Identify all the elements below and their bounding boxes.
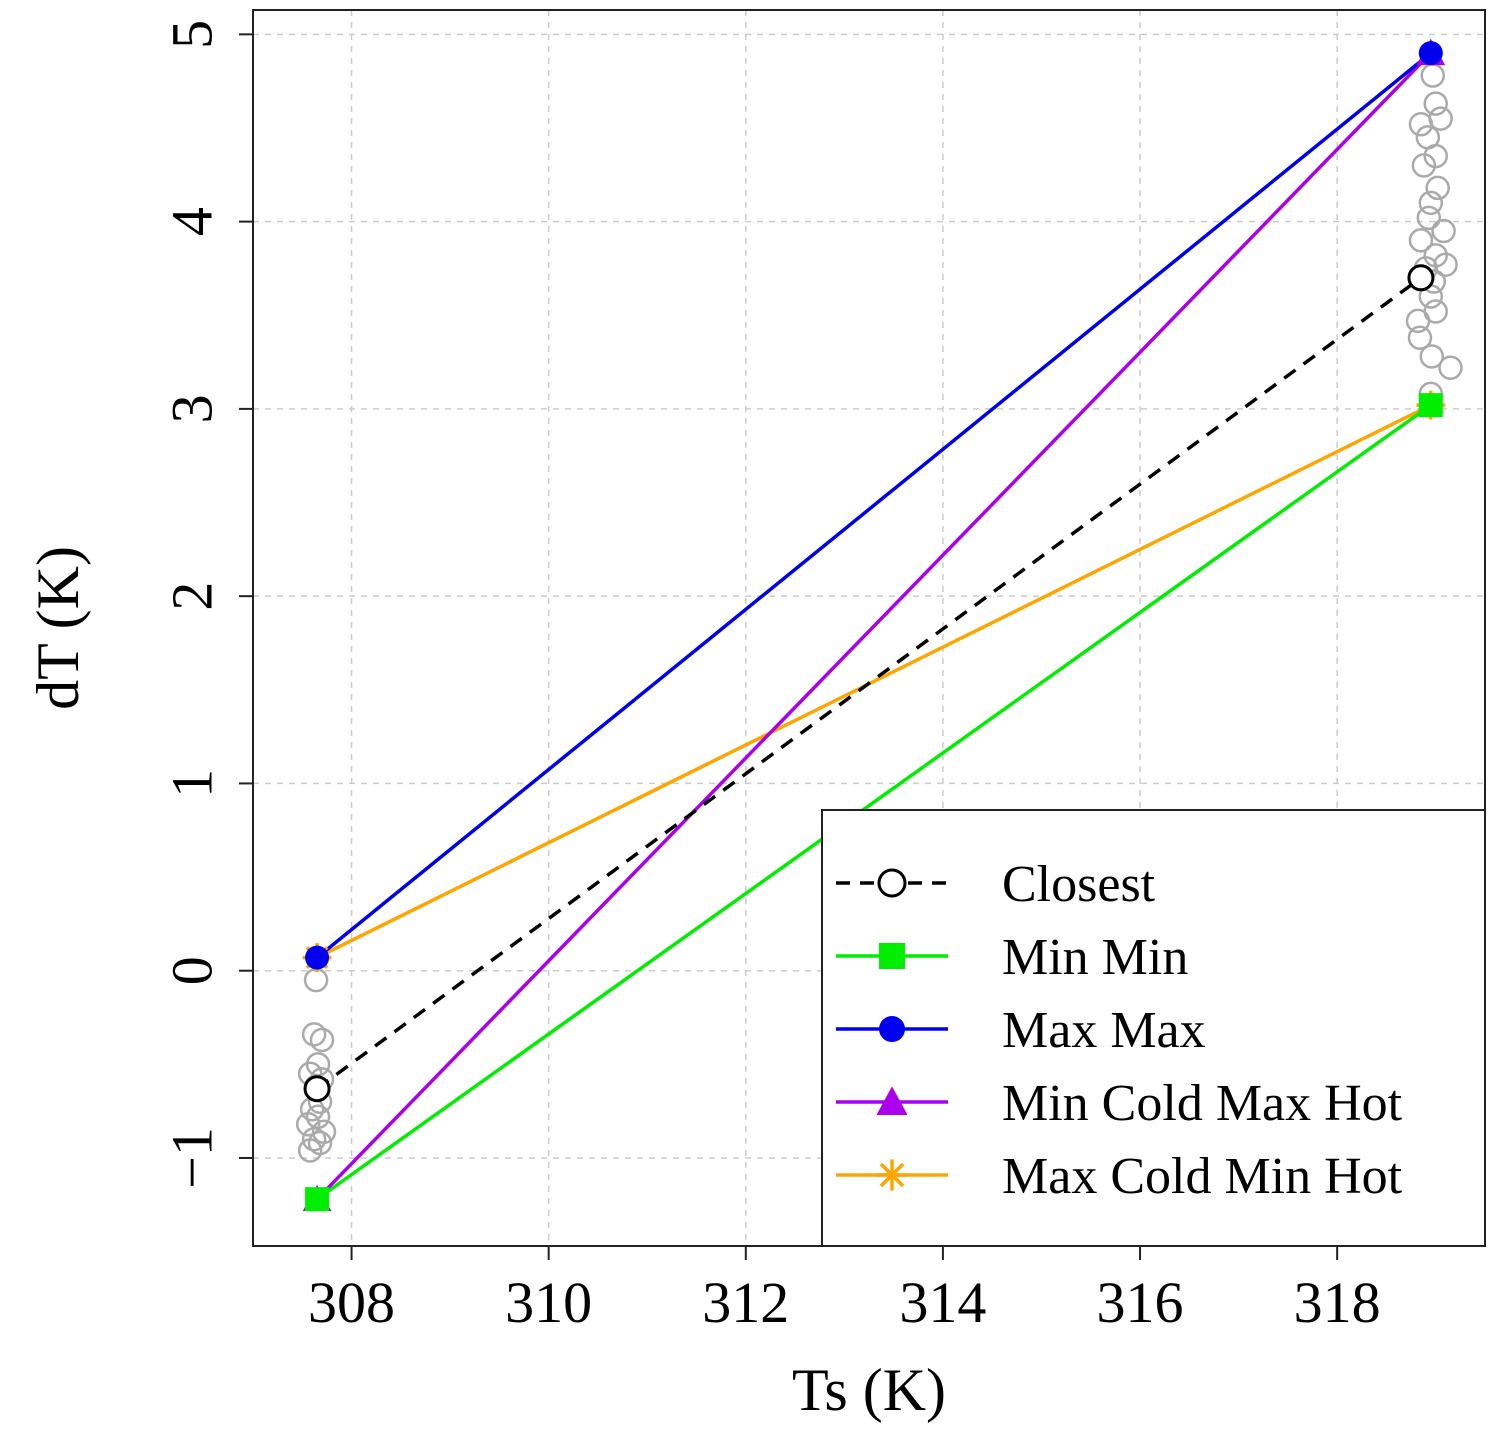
scatter-point: [1431, 218, 1456, 244]
scatter-point: [301, 1022, 327, 1047]
y-tick-label: 3: [159, 394, 224, 423]
scatter-point: [301, 1127, 327, 1152]
series-line: [316, 403, 1432, 960]
y-tick-label: 5: [159, 20, 224, 49]
legend-label: Min Min: [1002, 929, 1188, 986]
y-tick-label: −1: [159, 1127, 224, 1189]
legend-label: Min Cold Max Hot: [1002, 1075, 1403, 1132]
series-marker: [303, 1075, 331, 1103]
scatter-point: [1420, 63, 1446, 88]
series-marker: [305, 1187, 330, 1212]
series-marker: [879, 1016, 905, 1042]
scatter-points: [295, 63, 1463, 1163]
series-line: [315, 51, 1433, 1201]
x-tick-label: 314: [899, 1270, 986, 1335]
scatter-point: [1419, 344, 1445, 369]
scatter-point: [1416, 205, 1442, 231]
scatter-point: [297, 1138, 323, 1163]
x-axis: 308 310 312 314 316 318: [308, 1246, 1381, 1335]
scatter-point: [1425, 175, 1450, 201]
scatter-point: [295, 1112, 321, 1137]
scatter-point: [303, 967, 329, 993]
scatter-point: [1411, 153, 1437, 178]
legend-item: Max Cold Min Hot: [836, 1148, 1403, 1205]
scatter-point: [1423, 299, 1448, 324]
series-marker: [1407, 264, 1435, 292]
series-marker: [879, 943, 905, 969]
scatter-point: [1407, 325, 1433, 350]
y-tick-label: 1: [159, 769, 224, 798]
y-tick-label: 4: [159, 207, 224, 236]
x-axis-title: Ts (K): [792, 1357, 946, 1423]
y-tick-label: 2: [159, 582, 224, 611]
legend-label: Max Max: [1002, 1002, 1206, 1059]
legend-item: Min Min: [836, 929, 1188, 986]
series-line: [315, 51, 1432, 959]
scatter-point: [1433, 252, 1458, 277]
x-tick-label: 308: [308, 1270, 395, 1335]
series-marker: [305, 945, 330, 970]
scatter-point: [1408, 228, 1434, 253]
x-tick-label: 312: [702, 1270, 789, 1335]
series-line: [316, 403, 1432, 1201]
legend-item: Max Max: [836, 1002, 1206, 1059]
scatter-point: [1423, 91, 1448, 116]
x-tick-label: 310: [505, 1270, 592, 1335]
scatter-point: [1428, 106, 1453, 131]
series-marker: [1418, 393, 1443, 418]
legend: Closest Min Min Max Max Min Cold Max Hot Max…: [821, 809, 1486, 1247]
x-tick-label: 316: [1097, 1270, 1184, 1335]
series-marker: [1418, 41, 1443, 66]
series-marker: [876, 1086, 908, 1115]
scatter-point: [1418, 190, 1444, 216]
legend-item: Closest: [836, 856, 1156, 913]
series-markers: [302, 38, 1446, 1212]
series-marker: [876, 1159, 908, 1191]
series-lines: [315, 51, 1433, 1201]
scatter-point: [1438, 355, 1463, 380]
legend-label: Closest: [1002, 856, 1156, 913]
series-line: [316, 276, 1422, 1091]
x-tick-label: 318: [1294, 1270, 1381, 1335]
series-marker: [877, 868, 907, 898]
y-tick-label: 0: [159, 956, 224, 985]
legend-item: Min Cold Max Hot: [836, 1075, 1403, 1132]
y-axis: −1 0 1 2 3 4 5: [159, 20, 253, 1189]
legend-label: Max Cold Min Hot: [1002, 1148, 1403, 1205]
y-axis-title: dT (K): [25, 546, 91, 710]
scatter-point: [309, 1027, 335, 1053]
